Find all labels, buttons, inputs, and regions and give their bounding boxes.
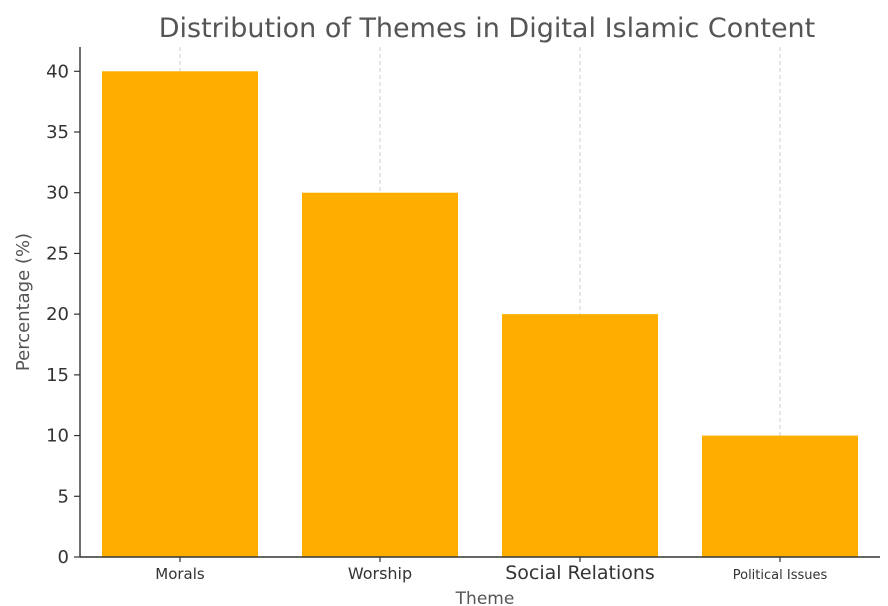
bar-2 [502,314,658,557]
bars-layer [102,71,858,558]
x-tick-label: Worship [348,564,412,583]
y-tick-label: 0 [58,547,69,568]
y-tick-label: 20 [46,304,69,325]
y-tick-label: 25 [46,243,69,264]
y-tick-label: 35 [46,122,69,143]
chart-title: Distribution of Themes in Digital Islami… [159,13,816,44]
bar-0 [102,71,258,558]
y-tick-label: 40 [46,61,69,82]
y-tick-label: 5 [58,486,69,507]
grid-layer [179,47,781,557]
bar-3 [702,435,858,557]
y-tick-label: 10 [46,426,69,447]
y-ticks: 0 5 10 15 20 25 30 35 40 [46,61,80,568]
x-tick-label: Social Relations [505,562,655,584]
x-tick-label: Political Issues [733,568,828,583]
x-axis-label: Theme [455,589,515,606]
bar-1 [302,192,458,557]
y-tick-label: 30 [46,183,69,204]
x-ticks: Morals Worship Social Relations Political I… [155,557,827,584]
y-axis-label: Percentage (%) [13,233,34,371]
x-tick-label: Morals [155,565,205,583]
y-tick-label: 15 [46,365,69,386]
